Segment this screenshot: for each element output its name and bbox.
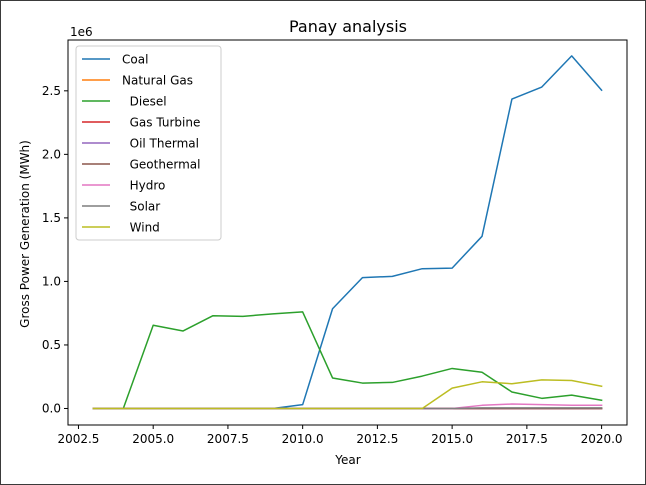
- y-tick-label: 0.0: [42, 401, 61, 415]
- y-offset-label: 1e6: [70, 25, 93, 39]
- legend: Coal Natural Gas Diesel Gas Turbine Oil T…: [75, 45, 222, 241]
- x-tick-label: 2012.5: [356, 432, 398, 446]
- y-axis-label: Gross Power Generation (MWh): [18, 140, 32, 328]
- y-tick-label: 1.5: [42, 211, 61, 225]
- series-line-wind: [92, 379, 603, 410]
- x-tick-label: 2015.0: [431, 432, 473, 446]
- y-tick-label: 0.5: [42, 338, 61, 352]
- legend-label-natural-gas: Natural Gas: [122, 74, 193, 88]
- x-tick-label: 2020.0: [581, 432, 623, 446]
- legend-label-wind: Wind: [122, 221, 160, 235]
- legend-label-hydro: Hydro: [122, 179, 165, 193]
- chart-title: Panay analysis: [289, 17, 407, 36]
- legend-label-coal: Coal: [122, 53, 148, 67]
- x-tick-label: 2007.5: [207, 432, 249, 446]
- legend-box: [75, 45, 222, 241]
- y-tick-label: 2.5: [42, 84, 61, 98]
- y-tick-label: 1.0: [42, 274, 61, 288]
- series-line-diesel: [92, 311, 603, 410]
- y-tick-label: 2.0: [42, 147, 61, 161]
- legend-label-gas-turbine: Gas Turbine: [122, 116, 200, 130]
- legend-label-solar: Solar: [122, 200, 160, 214]
- x-tick-label: 2010.0: [282, 432, 324, 446]
- plot-area-frame: [67, 39, 628, 426]
- x-tick-label: 2005.0: [132, 432, 174, 446]
- x-tick-label: 2002.5: [57, 432, 99, 446]
- legend-label-diesel: Diesel: [122, 95, 167, 109]
- legend-label-geothermal: Geothermal: [122, 158, 200, 172]
- legend-label-oil-thermal: Oil Thermal: [122, 137, 199, 151]
- x-axis-label: Year: [334, 453, 360, 467]
- x-tick-label: 2017.5: [506, 432, 548, 446]
